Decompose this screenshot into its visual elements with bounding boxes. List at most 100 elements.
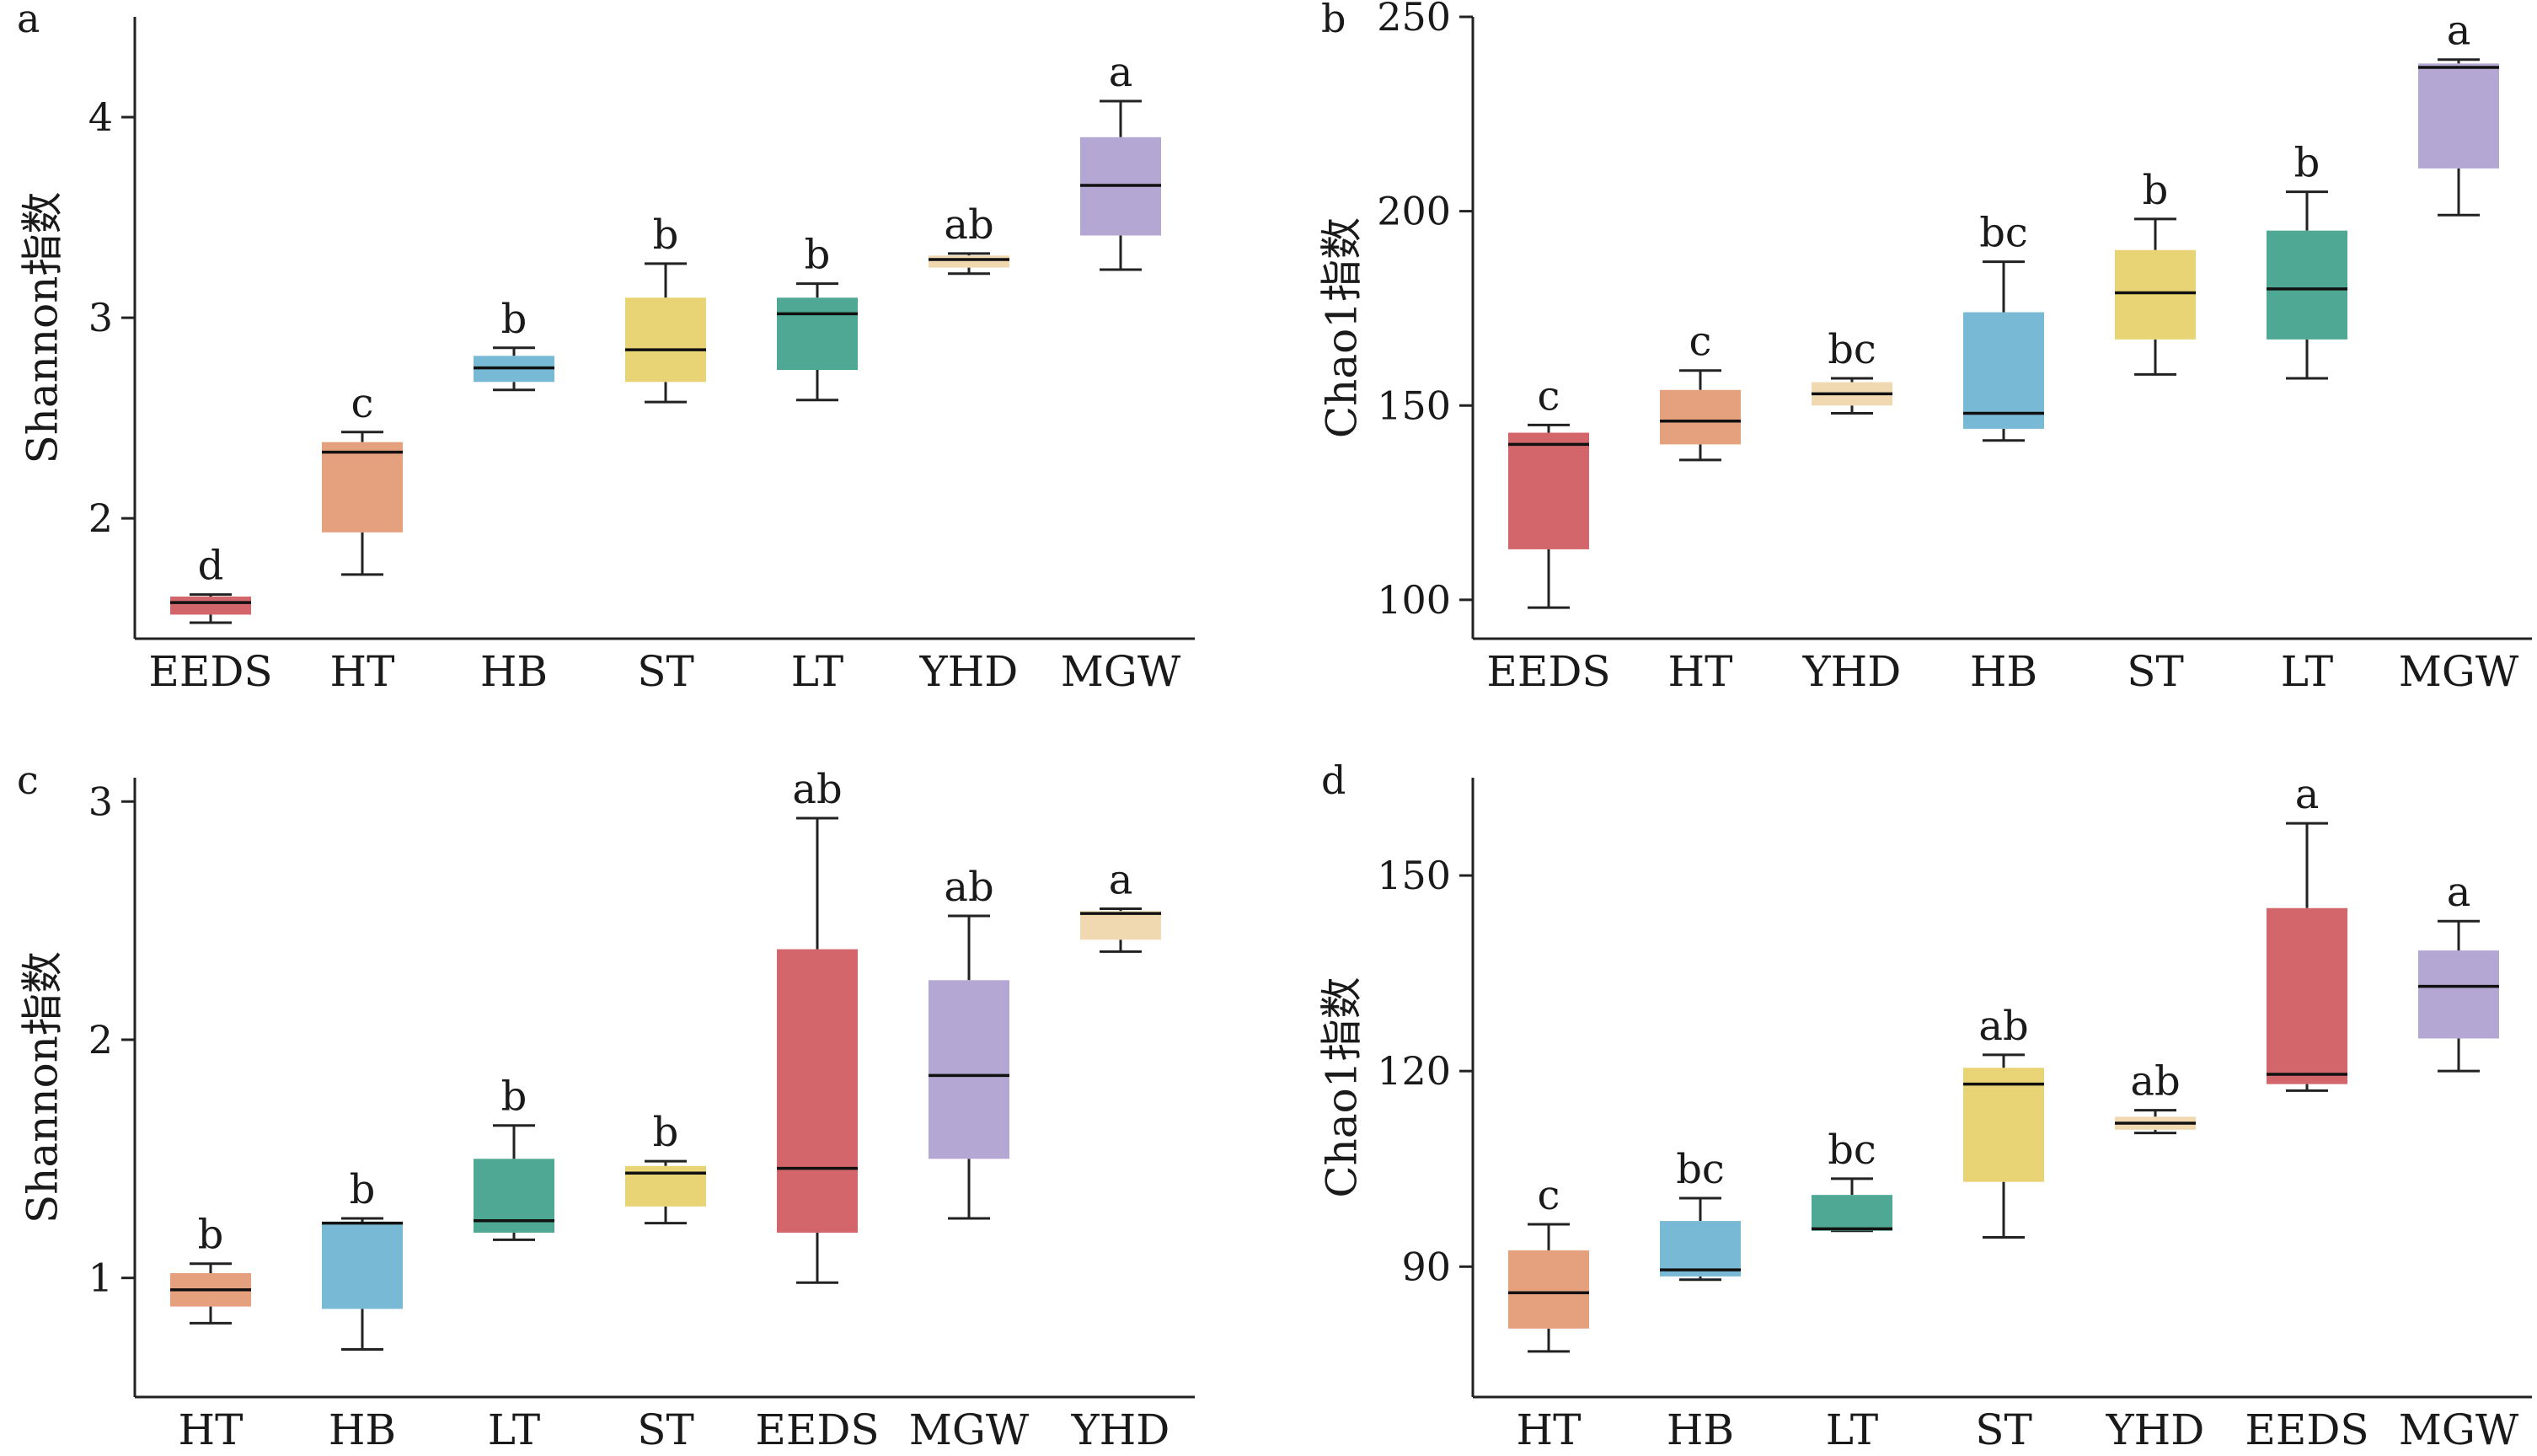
box-iqr <box>1660 389 1741 445</box>
box-iqr <box>1508 432 1589 549</box>
y-tick-label: 3 <box>88 295 113 340</box>
x-tick-label: LT <box>2281 647 2333 696</box>
significance-letter: bc <box>1676 1146 1725 1193</box>
box-HB: bc HB <box>1963 210 2044 696</box>
significance-letter: ab <box>944 864 993 911</box>
y-tick-label: 2 <box>88 495 113 541</box>
panel-label: c <box>17 757 39 803</box>
box-HB: bc HB <box>1660 1146 1741 1454</box>
significance-letter: ab <box>792 766 842 813</box>
x-tick-label: LT <box>791 647 843 696</box>
y-tick-label: 1 <box>88 1255 113 1301</box>
box-ST: b ST <box>2115 167 2196 696</box>
y-axis-label: Shannon指数 <box>19 192 67 464</box>
x-tick-label: HT <box>1517 1405 1582 1454</box>
significance-letter: d <box>198 543 224 590</box>
significance-letter: a <box>1109 49 1133 96</box>
panel-label: b <box>1321 0 1346 41</box>
y-tick-label: 150 <box>1377 383 1451 428</box>
significance-letter: b <box>653 211 679 259</box>
box-iqr <box>2418 950 2499 1039</box>
box-HB: b HB <box>474 296 554 696</box>
significance-letter: bc <box>1828 326 1876 373</box>
significance-letter: b <box>2294 140 2320 187</box>
x-tick-label: EEDS <box>2245 1405 2368 1454</box>
box-iqr <box>170 597 251 615</box>
x-tick-label: HB <box>480 647 548 696</box>
box-iqr <box>322 442 403 533</box>
x-tick-label: HB <box>329 1405 396 1454</box>
chart-panel-a: a 2 3 4 Shannon指数 d EEDS c HT b HB b ST b LT ab YHD a MGW <box>17 0 1195 696</box>
box-MGW: a MGW <box>2399 869 2519 1454</box>
box-MGW: a MGW <box>2399 8 2519 696</box>
box-YHD: a YHD <box>1071 856 1170 1454</box>
y-tick-label: 3 <box>88 779 113 824</box>
box-iqr <box>1963 312 2044 429</box>
significance-letter: b <box>501 1073 527 1121</box>
x-tick-label: EEDS <box>1486 647 1610 696</box>
y-axis-label: Chao1指数 <box>1318 977 1367 1197</box>
box-MGW: a MGW <box>1061 49 1181 696</box>
chart-panel-d: d 90 120 150 Chao1指数 c HT bc HB bc LT ab ST ab YHD a EED… <box>1318 757 2532 1454</box>
box-iqr <box>2267 907 2347 1084</box>
significance-letter: c <box>351 380 374 427</box>
x-tick-label: LT <box>1826 1405 1878 1454</box>
x-tick-label: LT <box>488 1405 540 1454</box>
box-iqr <box>2115 249 2196 340</box>
y-tick-label: 150 <box>1377 853 1451 898</box>
x-tick-label: EEDS <box>755 1405 879 1454</box>
significance-letter: b <box>501 296 527 343</box>
box-iqr <box>1660 1221 1741 1277</box>
box-YHD: ab YHD <box>2106 1058 2205 1454</box>
box-iqr <box>929 255 1009 268</box>
significance-letter: a <box>1109 856 1133 903</box>
box-EEDS: c EEDS <box>1486 372 1610 696</box>
significance-letter: ab <box>944 201 993 249</box>
box-HT: b HT <box>170 1212 251 1454</box>
significance-letter: bc <box>1979 210 2028 257</box>
box-EEDS: ab EEDS <box>755 766 879 1454</box>
x-tick-label: HT <box>179 1405 244 1454</box>
box-LT: b LT <box>777 232 858 696</box>
box-iqr <box>322 1223 403 1309</box>
x-tick-label: YHD <box>919 647 1019 696</box>
x-tick-label: HT <box>1668 647 1733 696</box>
box-ST: b ST <box>625 1109 706 1454</box>
box-iqr <box>625 297 706 383</box>
box-iqr <box>777 297 858 370</box>
x-tick-label: YHD <box>2106 1405 2205 1454</box>
significance-letter: b <box>198 1212 224 1259</box>
y-tick-label: 2 <box>88 1017 113 1063</box>
box-HT: c HT <box>1660 318 1741 696</box>
x-tick-label: MGW <box>2399 647 2519 696</box>
x-tick-label: ST <box>1975 1405 2032 1454</box>
box-YHD: bc YHD <box>1802 326 1902 696</box>
box-ST: b ST <box>625 211 706 696</box>
significance-letter: a <box>2447 8 2471 55</box>
box-HT: c HT <box>322 380 403 696</box>
significance-letter: c <box>1538 1172 1560 1219</box>
x-tick-label: MGW <box>2399 1405 2519 1454</box>
panel-label: a <box>17 0 40 41</box>
significance-letter: ab <box>1978 1003 2028 1050</box>
panel-label: d <box>1321 757 1346 803</box>
x-tick-label: ST <box>637 1405 694 1454</box>
box-LT: bc LT <box>1812 1127 1892 1454</box>
box-YHD: ab YHD <box>919 201 1019 696</box>
box-iqr <box>929 980 1009 1159</box>
x-tick-label: YHD <box>1802 647 1902 696</box>
y-tick-label: 90 <box>1401 1244 1451 1289</box>
box-iqr <box>1963 1068 2044 1182</box>
x-tick-label: YHD <box>1071 1405 1170 1454</box>
significance-letter: ab <box>2130 1058 2180 1105</box>
box-iqr <box>1508 1250 1589 1329</box>
y-tick-label: 200 <box>1377 189 1451 234</box>
box-iqr <box>1812 1195 1892 1231</box>
significance-letter: bc <box>1828 1127 1876 1174</box>
box-MGW: ab MGW <box>909 864 1030 1454</box>
significance-letter: c <box>1689 318 1712 366</box>
box-ST: ab ST <box>1963 1003 2044 1454</box>
box-EEDS: d EEDS <box>148 543 272 696</box>
y-tick-label: 100 <box>1377 577 1451 623</box>
